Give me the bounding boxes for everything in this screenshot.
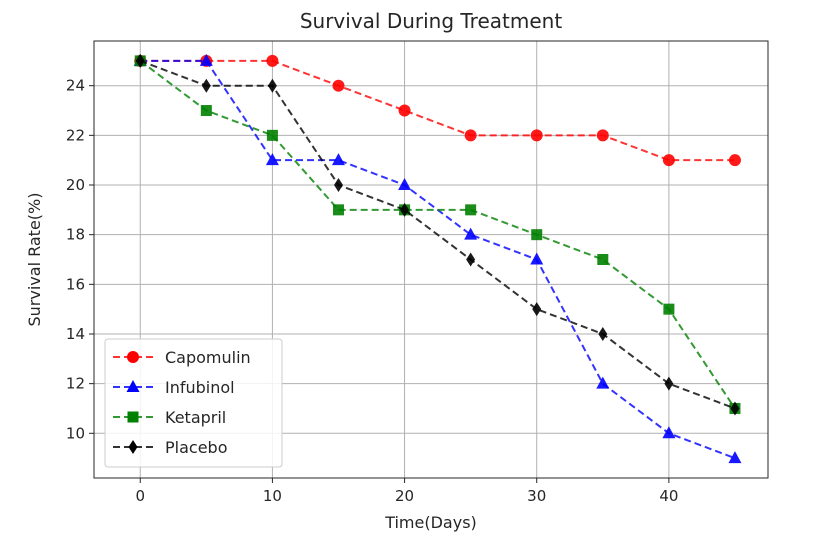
point-infubinol-35 — [596, 376, 610, 389]
point-infubinol-10 — [265, 153, 279, 166]
point-infubinol-25 — [464, 227, 478, 240]
legend-label-infubinol: Infubinol — [165, 378, 235, 397]
point-capomulin-35 — [596, 129, 609, 142]
y-tick-label-14: 14 — [66, 325, 85, 343]
point-capomulin-20 — [398, 104, 411, 117]
point-ketapril-5 — [200, 105, 212, 117]
point-placebo-5 — [201, 78, 211, 93]
point-capomulin-15 — [332, 79, 345, 92]
point-capomulin-45 — [728, 154, 741, 167]
y-tick-label-10: 10 — [66, 424, 85, 442]
legend-label-ketapril: Ketapril — [165, 408, 226, 427]
x-tick-label-0: 0 — [135, 487, 145, 505]
legend-marker-ketapril — [127, 411, 139, 423]
point-placebo-0 — [135, 53, 145, 68]
line-placebo — [139, 59, 736, 410]
x-tick-label-20: 20 — [395, 487, 414, 505]
point-infubinol-5 — [199, 53, 213, 66]
point-ketapril-40 — [663, 303, 675, 315]
point-capomulin-40 — [662, 154, 675, 167]
line-ketapril — [139, 60, 736, 410]
series-capomulin — [134, 54, 741, 167]
plot-frame — [93, 40, 769, 479]
series-infubinol — [133, 53, 742, 464]
point-infubinol-30 — [530, 252, 544, 265]
point-placebo-45 — [730, 401, 740, 416]
legend: Capomulin Infubinol Ketapril Placebo — [104, 338, 283, 468]
x-axis-label: Time(Days) — [384, 513, 477, 532]
point-ketapril-25 — [465, 204, 477, 216]
axis-ticks: 0 10 20 30 40 10 12 14 16 18 20 22 24 — [66, 77, 679, 505]
series-layer — [133, 53, 742, 464]
chart-title: Survival During Treatment — [300, 9, 563, 33]
line-infubinol — [140, 59, 736, 460]
point-placebo-40 — [664, 376, 674, 391]
point-ketapril-30 — [531, 229, 543, 241]
legend-marker-capomulin — [127, 351, 139, 363]
point-placebo-20 — [400, 202, 410, 217]
legend-box — [104, 338, 283, 468]
y-tick-label-18: 18 — [66, 226, 85, 244]
point-ketapril-15 — [332, 204, 344, 216]
y-tick-label-22: 22 — [66, 126, 85, 144]
legend-entry-capomulin: Capomulin — [113, 348, 251, 367]
series-placebo — [135, 53, 740, 416]
x-tick-label-10: 10 — [263, 487, 282, 505]
point-placebo-35 — [598, 326, 608, 341]
legend-label-placebo: Placebo — [165, 438, 227, 457]
point-capomulin-30 — [530, 129, 543, 142]
x-tick-label-40: 40 — [659, 487, 678, 505]
point-infubinol-45 — [728, 451, 742, 464]
y-axis-label: Survival Rate(%) — [25, 193, 44, 327]
legend-marker-placebo — [128, 440, 138, 454]
legend-label-capomulin: Capomulin — [165, 348, 251, 367]
point-placebo-10 — [267, 78, 277, 93]
legend-marker-infubinol — [126, 380, 140, 392]
y-tick-label-16: 16 — [66, 275, 85, 293]
legend-entry-infubinol: Infubinol — [113, 378, 235, 397]
point-ketapril-10 — [266, 129, 278, 141]
y-tick-label-20: 20 — [66, 176, 85, 194]
x-tick-label-30: 30 — [527, 487, 546, 505]
y-tick-label-12: 12 — [66, 375, 85, 393]
point-placebo-25 — [466, 252, 476, 267]
point-placebo-15 — [333, 178, 343, 193]
point-capomulin-25 — [464, 129, 477, 142]
y-tick-label-24: 24 — [66, 77, 85, 95]
point-infubinol-20 — [398, 178, 412, 191]
point-ketapril-35 — [597, 254, 609, 265]
line-capomulin — [140, 59, 735, 162]
point-infubinol-40 — [662, 426, 676, 439]
legend-entry-ketapril: Ketapril — [113, 408, 226, 427]
point-capomulin-10 — [266, 54, 279, 67]
point-placebo-30 — [532, 302, 542, 317]
legend-entry-placebo: Placebo — [113, 438, 227, 457]
point-infubinol-15 — [331, 153, 345, 166]
